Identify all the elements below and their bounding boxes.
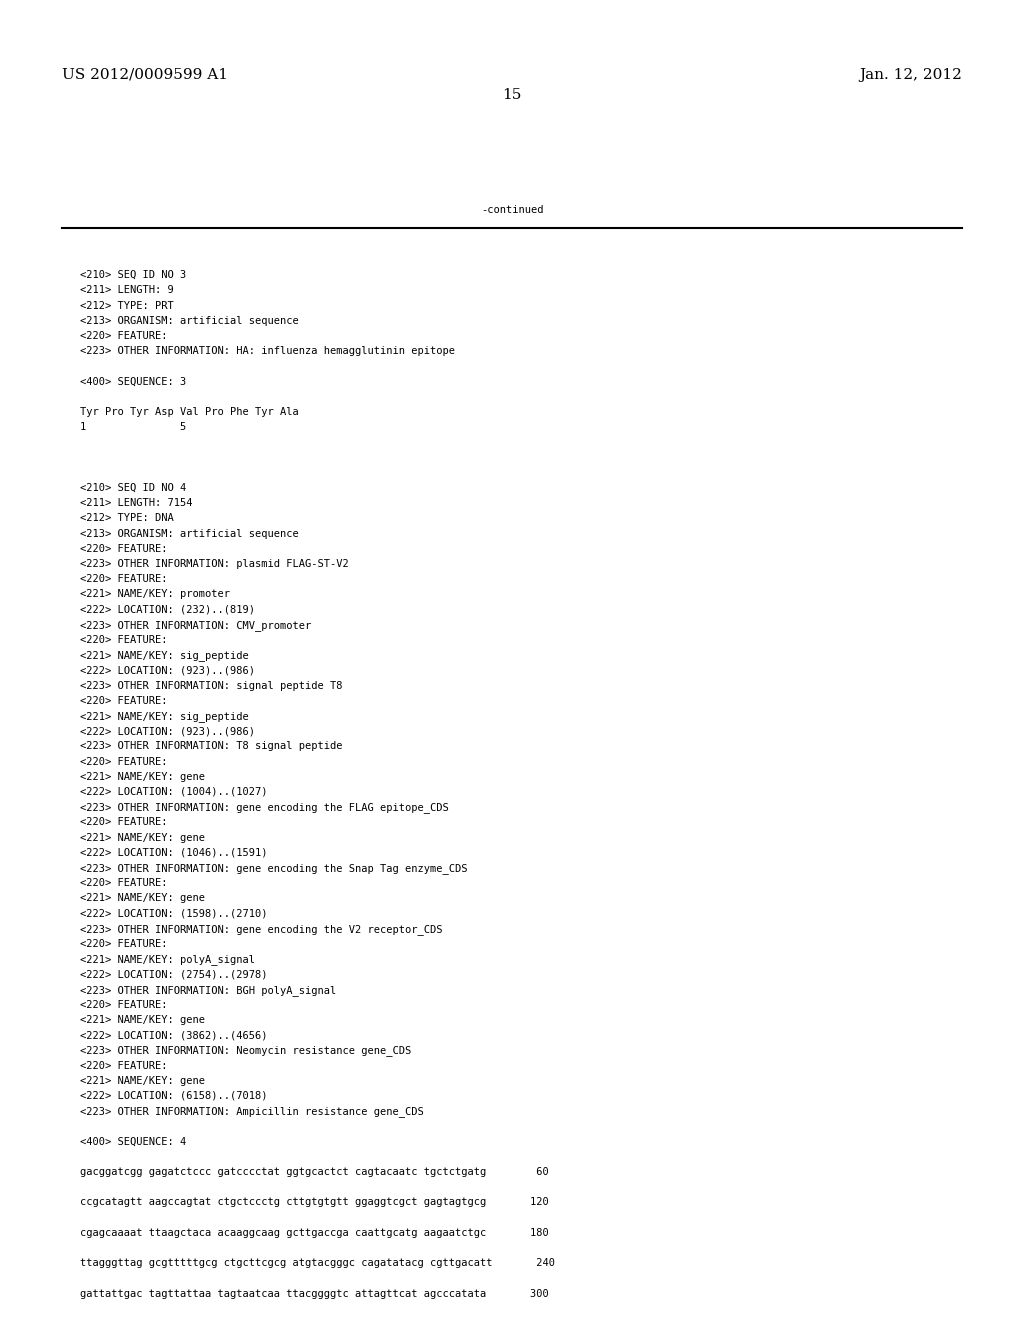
Text: <220> FEATURE:: <220> FEATURE: [80, 635, 168, 645]
Text: <223> OTHER INFORMATION: Neomycin resistance gene_CDS: <223> OTHER INFORMATION: Neomycin resist… [80, 1045, 412, 1056]
Text: <223> OTHER INFORMATION: T8 signal peptide: <223> OTHER INFORMATION: T8 signal pepti… [80, 742, 342, 751]
Text: <223> OTHER INFORMATION: gene encoding the FLAG epitope_CDS: <223> OTHER INFORMATION: gene encoding t… [80, 803, 449, 813]
Text: ccgcatagtt aagccagtat ctgctccctg cttgtgtgtt ggaggtcgct gagtagtgcg       120: ccgcatagtt aagccagtat ctgctccctg cttgtgt… [80, 1197, 549, 1208]
Text: <220> FEATURE:: <220> FEATURE: [80, 999, 168, 1010]
Text: <222> LOCATION: (923)..(986): <222> LOCATION: (923)..(986) [80, 665, 255, 676]
Text: <223> OTHER INFORMATION: CMV_promoter: <223> OTHER INFORMATION: CMV_promoter [80, 620, 311, 631]
Text: <220> FEATURE:: <220> FEATURE: [80, 574, 168, 585]
Text: Tyr Pro Tyr Asp Val Pro Phe Tyr Ala: Tyr Pro Tyr Asp Val Pro Phe Tyr Ala [80, 407, 299, 417]
Text: <221> NAME/KEY: sig_peptide: <221> NAME/KEY: sig_peptide [80, 711, 249, 722]
Text: <213> ORGANISM: artificial sequence: <213> ORGANISM: artificial sequence [80, 315, 299, 326]
Text: <222> LOCATION: (923)..(986): <222> LOCATION: (923)..(986) [80, 726, 255, 737]
Text: ttagggttag gcgtttttgcg ctgcttcgcg atgtacgggc cagatatacg cgttgacatt       240: ttagggttag gcgtttttgcg ctgcttcgcg atgtac… [80, 1258, 555, 1269]
Text: <221> NAME/KEY: gene: <221> NAME/KEY: gene [80, 1076, 205, 1086]
Text: <222> LOCATION: (6158)..(7018): <222> LOCATION: (6158)..(7018) [80, 1092, 267, 1101]
Text: <221> NAME/KEY: gene: <221> NAME/KEY: gene [80, 894, 205, 903]
Text: <221> NAME/KEY: gene: <221> NAME/KEY: gene [80, 772, 205, 781]
Text: <212> TYPE: PRT: <212> TYPE: PRT [80, 301, 174, 310]
Text: <223> OTHER INFORMATION: signal peptide T8: <223> OTHER INFORMATION: signal peptide … [80, 681, 342, 690]
Text: <400> SEQUENCE: 4: <400> SEQUENCE: 4 [80, 1137, 186, 1147]
Text: cgagcaaaat ttaagctaca acaaggcaag gcttgaccga caattgcatg aagaatctgc       180: cgagcaaaat ttaagctaca acaaggcaag gcttgac… [80, 1228, 549, 1238]
Text: gattattgac tagttattaa tagtaatcaa ttacggggtc attagttcat agcccatata       300: gattattgac tagttattaa tagtaatcaa ttacggg… [80, 1288, 549, 1299]
Text: <211> LENGTH: 7154: <211> LENGTH: 7154 [80, 498, 193, 508]
Text: <220> FEATURE:: <220> FEATURE: [80, 331, 168, 341]
Text: 15: 15 [503, 88, 521, 102]
Text: <210> SEQ ID NO 3: <210> SEQ ID NO 3 [80, 271, 186, 280]
Text: US 2012/0009599 A1: US 2012/0009599 A1 [62, 69, 228, 82]
Text: <221> NAME/KEY: gene: <221> NAME/KEY: gene [80, 833, 205, 842]
Text: <220> FEATURE:: <220> FEATURE: [80, 878, 168, 888]
Text: <223> OTHER INFORMATION: plasmid FLAG-ST-V2: <223> OTHER INFORMATION: plasmid FLAG-ST… [80, 558, 349, 569]
Text: gacggatcgg gagatctccc gatcccctat ggtgcactct cagtacaatc tgctctgatg        60: gacggatcgg gagatctccc gatcccctat ggtgcac… [80, 1167, 549, 1177]
Text: <221> NAME/KEY: gene: <221> NAME/KEY: gene [80, 1015, 205, 1026]
Text: <220> FEATURE:: <220> FEATURE: [80, 817, 168, 828]
Text: <223> OTHER INFORMATION: BGH polyA_signal: <223> OTHER INFORMATION: BGH polyA_signa… [80, 985, 336, 995]
Text: <223> OTHER INFORMATION: Ampicillin resistance gene_CDS: <223> OTHER INFORMATION: Ampicillin resi… [80, 1106, 424, 1117]
Text: <220> FEATURE:: <220> FEATURE: [80, 696, 168, 706]
Text: 1               5: 1 5 [80, 422, 186, 432]
Text: <210> SEQ ID NO 4: <210> SEQ ID NO 4 [80, 483, 186, 492]
Text: <221> NAME/KEY: promoter: <221> NAME/KEY: promoter [80, 590, 230, 599]
Text: <213> ORGANISM: artificial sequence: <213> ORGANISM: artificial sequence [80, 528, 299, 539]
Text: <222> LOCATION: (232)..(819): <222> LOCATION: (232)..(819) [80, 605, 255, 615]
Text: <223> OTHER INFORMATION: HA: influenza hemagglutinin epitope: <223> OTHER INFORMATION: HA: influenza h… [80, 346, 455, 356]
Text: <212> TYPE: DNA: <212> TYPE: DNA [80, 513, 174, 524]
Text: -continued: -continued [480, 205, 544, 215]
Text: Jan. 12, 2012: Jan. 12, 2012 [859, 69, 962, 82]
Text: <222> LOCATION: (1598)..(2710): <222> LOCATION: (1598)..(2710) [80, 908, 267, 919]
Text: <221> NAME/KEY: polyA_signal: <221> NAME/KEY: polyA_signal [80, 954, 255, 965]
Text: <221> NAME/KEY: sig_peptide: <221> NAME/KEY: sig_peptide [80, 651, 249, 661]
Text: <220> FEATURE:: <220> FEATURE: [80, 939, 168, 949]
Text: <211> LENGTH: 9: <211> LENGTH: 9 [80, 285, 174, 296]
Text: <222> LOCATION: (3862)..(4656): <222> LOCATION: (3862)..(4656) [80, 1030, 267, 1040]
Text: <223> OTHER INFORMATION: gene encoding the Snap Tag enzyme_CDS: <223> OTHER INFORMATION: gene encoding t… [80, 863, 468, 874]
Text: <220> FEATURE:: <220> FEATURE: [80, 1060, 168, 1071]
Text: <223> OTHER INFORMATION: gene encoding the V2 receptor_CDS: <223> OTHER INFORMATION: gene encoding t… [80, 924, 442, 935]
Text: <220> FEATURE:: <220> FEATURE: [80, 756, 168, 767]
Text: <400> SEQUENCE: 3: <400> SEQUENCE: 3 [80, 376, 186, 387]
Text: <222> LOCATION: (1004)..(1027): <222> LOCATION: (1004)..(1027) [80, 787, 267, 797]
Text: <220> FEATURE:: <220> FEATURE: [80, 544, 168, 554]
Text: <222> LOCATION: (1046)..(1591): <222> LOCATION: (1046)..(1591) [80, 847, 267, 858]
Text: <222> LOCATION: (2754)..(2978): <222> LOCATION: (2754)..(2978) [80, 969, 267, 979]
